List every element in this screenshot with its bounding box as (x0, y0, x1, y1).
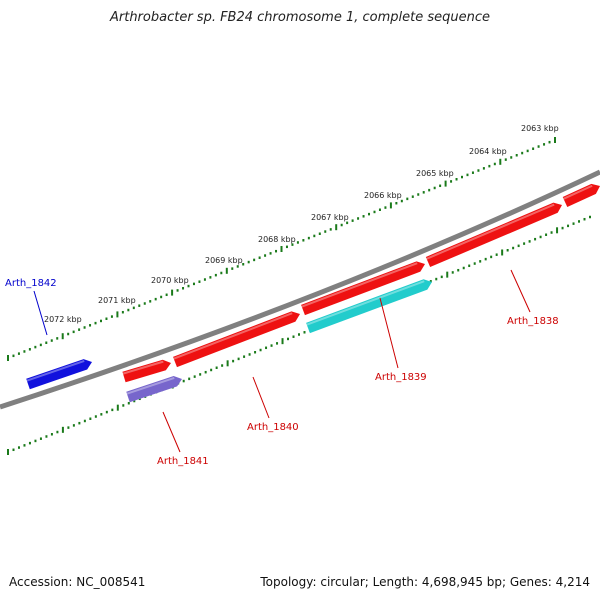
gene-arrow-arth-1838 (425, 202, 562, 268)
scale-label: 2069 kbp (205, 256, 243, 265)
gene-arrow-arth-1841-highlight (126, 376, 175, 395)
scale-label: 2071 kbp (98, 296, 136, 305)
gene-leader-line (33, 290, 48, 336)
accession-text: Accession: NC_008541 (9, 575, 146, 589)
gene-arrow-part-highlight (563, 184, 593, 200)
gene-label: Arth_1839 (375, 372, 427, 383)
gene-arrow-arth-1839 (306, 279, 432, 334)
gene-leader-line (162, 411, 181, 453)
gene-arrow-arth-1840-highlight (173, 312, 293, 360)
scale-label: 2065 kbp (416, 169, 454, 178)
genome-summary-text: Topology: circular; Length: 4,698,945 bp… (260, 575, 590, 589)
scale-label: 2072 kbp (44, 315, 82, 324)
scale-label: 2066 kbp (364, 191, 402, 200)
gene-arrow-arth-1841 (126, 375, 182, 403)
gene-label: Arth_1842 (5, 278, 57, 289)
scale-label: 2064 kbp (469, 147, 507, 156)
gene-arrow-arth-1840 (173, 311, 300, 368)
gene-arrow-part-highlight (301, 262, 418, 308)
scale-label: 2067 kbp (311, 213, 349, 222)
gene-arrow-part (562, 183, 600, 208)
sequence-backbone (0, 169, 600, 410)
scale-label: 2063 kbp (521, 124, 559, 133)
gene-arrow-part-highlight (122, 360, 164, 375)
gene-arrow-arth-1842-highlight (26, 360, 85, 382)
gene-arrow-part (122, 359, 171, 383)
gene-arrow-arth-1838-highlight (426, 203, 555, 260)
scale-label: 2070 kbp (151, 276, 189, 285)
gene-leader-line (252, 376, 270, 419)
gene-arrow-arth-1842 (26, 359, 93, 390)
scale-label: 2068 kbp (258, 235, 296, 244)
gene-leader-line (510, 269, 531, 313)
gene-arrow-arth-1839-highlight (306, 280, 425, 326)
gene-leader-line (379, 297, 399, 369)
map-title: Arthrobacter sp. FB24 chromosome 1, comp… (109, 10, 491, 25)
gene-label: Arth_1841 (157, 456, 209, 467)
gene-label: Arth_1840 (247, 422, 299, 433)
gene-arrow-part (301, 261, 425, 316)
gene-label: Arth_1838 (507, 316, 559, 327)
